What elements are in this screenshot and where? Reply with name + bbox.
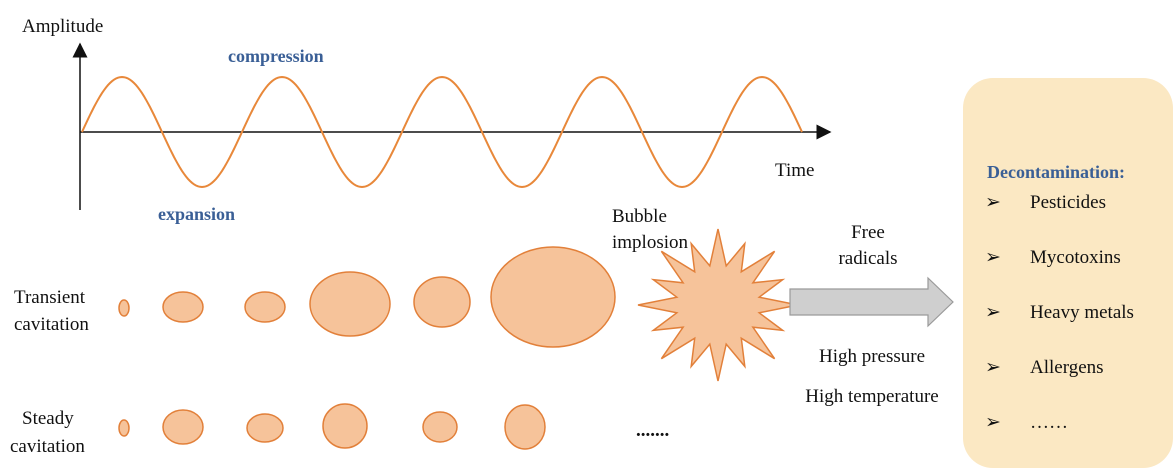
bubble (245, 292, 285, 322)
decontamination-panel (963, 78, 1173, 468)
bubble (163, 410, 203, 444)
bubble (323, 404, 367, 448)
bullet: ➢ (985, 247, 1001, 268)
condition-label: High temperature (805, 386, 938, 407)
implosion-label: Bubble (612, 206, 667, 227)
bubble (423, 412, 457, 442)
condition-label: High pressure (819, 346, 925, 367)
list-item: …… (1030, 412, 1068, 433)
bubble (163, 292, 203, 322)
continuation: ....... (636, 420, 669, 441)
bullet: ➢ (985, 412, 1001, 433)
transient-label: cavitation (14, 314, 89, 335)
x-axis-label: Time (775, 160, 814, 181)
bullet: ➢ (985, 192, 1001, 213)
radicals-label: radicals (838, 248, 897, 269)
diagram: Amplitude Time compression expansion Tra… (0, 0, 1175, 470)
transient-bubbles (119, 229, 798, 381)
bubble (119, 300, 129, 316)
bubble (505, 405, 545, 449)
bubble (247, 414, 283, 442)
list-item: Mycotoxins (1030, 247, 1121, 268)
expansion-label: expansion (158, 204, 235, 224)
steady-label: Steady (22, 408, 74, 429)
radicals-label: Free (851, 222, 885, 243)
bubble (491, 247, 615, 347)
implosion-label: implosion (612, 232, 689, 253)
y-axis-label: Amplitude (22, 16, 103, 37)
list-item: Heavy metals (1030, 302, 1134, 323)
compression-label: compression (228, 46, 324, 66)
list-item: Pesticides (1030, 192, 1106, 213)
bubble (414, 277, 470, 327)
transient-label: Transient (14, 287, 86, 308)
bullet: ➢ (985, 357, 1001, 378)
bullet: ➢ (985, 302, 1001, 323)
arrow (790, 278, 953, 326)
bubble (119, 420, 129, 436)
list-item: Allergens (1030, 357, 1104, 378)
panel-title: Decontamination: (987, 162, 1125, 182)
steady-bubbles (119, 404, 545, 449)
steady-label: cavitation (10, 436, 85, 457)
bubble (310, 272, 390, 336)
